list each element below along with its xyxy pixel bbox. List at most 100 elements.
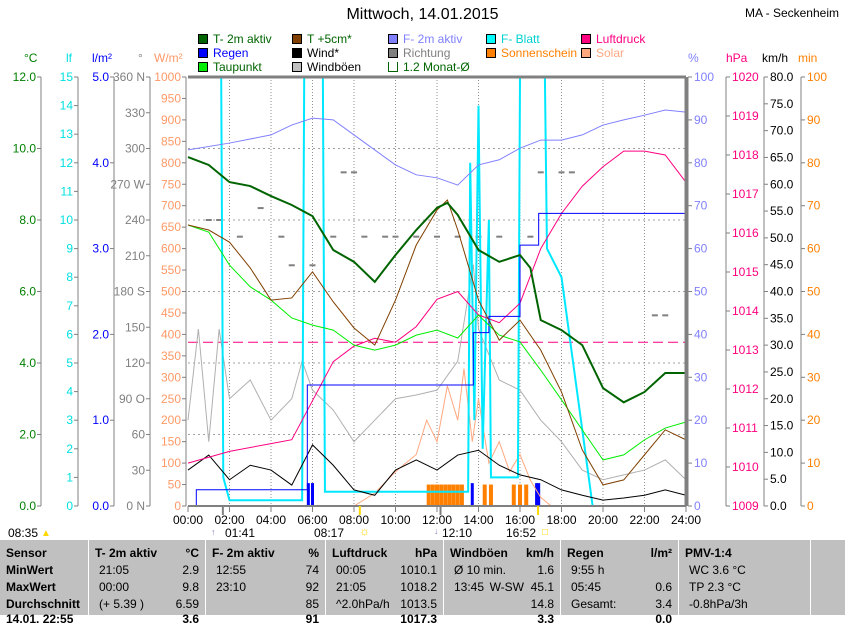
axis-tick-label: 180 S: [114, 285, 145, 299]
direction-point: [537, 171, 544, 174]
axis-tick-label: 250: [161, 392, 181, 406]
axis-tick-label: 50.0: [770, 231, 794, 245]
direction-point: [278, 235, 285, 238]
axis-tick-label: 50: [807, 285, 821, 299]
column-title: T- 2m aktiv: [95, 546, 158, 560]
cell-right: 92: [305, 580, 319, 594]
legend-label: F- Blatt: [501, 32, 540, 46]
axis-tick-label: 850: [161, 134, 181, 148]
cell-right: 1013.5: [400, 597, 437, 611]
column-title: F- 2m aktiv: [212, 546, 275, 560]
direction-point: [288, 264, 295, 267]
sunshine-bar: [482, 484, 487, 506]
sunrise-icon: ☼: [359, 524, 370, 538]
axis-tick-label: 10: [60, 213, 74, 227]
legend-swatch: [198, 34, 208, 44]
legend-item: Wind*: [292, 46, 339, 60]
cell-right: 6.59: [175, 597, 199, 611]
axis-tick-label: 90: [694, 113, 708, 127]
axis-tick-label: 100: [694, 70, 714, 84]
axis-tick-label: 9: [66, 242, 73, 256]
legend-label: Windböen: [307, 60, 362, 74]
moonrise-icon: ↑: [211, 527, 216, 537]
direction-point: [434, 235, 440, 238]
axis-tick-label: 100: [161, 456, 181, 470]
axis-tick-label: 150: [161, 435, 181, 449]
axis-tick-label: 30: [132, 463, 146, 477]
axis-tick-label: 100: [807, 70, 827, 84]
row-label: 14.01. 22:55: [6, 612, 74, 626]
axis-tick-label: 40: [694, 327, 708, 341]
axis-tick-label: 1012: [732, 382, 759, 396]
axis-tick-label: 1015: [732, 265, 759, 279]
sunshine-bar: [451, 484, 456, 506]
chart-title: Mittwoch, 14.01.2015: [346, 6, 499, 23]
cell-left: TP 2.3 °C: [689, 580, 741, 594]
legend-swatch: [292, 34, 302, 44]
x-tick-label: 24:00: [671, 513, 701, 527]
sunshine-bar: [426, 484, 431, 506]
direction-point: [257, 207, 264, 210]
legend-item: Richtung: [388, 46, 450, 60]
direction-point: [205, 219, 212, 221]
legend-item: Windböen: [292, 60, 361, 74]
legend-swatch: [292, 62, 302, 72]
legend-label: Richtung: [403, 46, 451, 60]
axis-tick-label: 10.0: [13, 142, 37, 156]
axis-tick-label: 70: [694, 199, 708, 213]
legend-item: Taupunkt: [198, 60, 262, 74]
axis-tick-label: 60: [694, 242, 708, 256]
direction-point: [309, 264, 316, 267]
axis-tick-label: 1011: [732, 421, 758, 435]
sunshine-bar: [430, 484, 435, 506]
stats-table: Sensor MinWert MaxWert Durchschnitt 14.01. 2…: [0, 540, 845, 626]
x-tick-label: 14:00: [463, 513, 493, 527]
rain-bar: [470, 483, 474, 506]
sunshine-bar: [488, 484, 493, 506]
axis-tick-label: 55.0: [770, 204, 794, 218]
column-title: Windböen: [450, 546, 508, 560]
axis-tick-label: 8.0: [19, 213, 36, 227]
legend-label: Luftdruck: [596, 32, 646, 46]
axis-tick-label: 350: [161, 349, 181, 363]
sunshine-bar: [455, 484, 460, 506]
cell-left: 00:05: [336, 563, 367, 577]
axis-tick-label: 13: [60, 127, 74, 141]
axis-tick-label: 1.0: [92, 413, 109, 427]
axis-tick-label: 0.0: [92, 499, 109, 513]
axis-tick-label: 11: [61, 184, 74, 198]
axis-tick-label: 650: [161, 220, 181, 234]
x-tick-label: 20:00: [588, 513, 618, 527]
series-wind-: [187, 444, 687, 501]
axis-tick-label: 150: [125, 320, 145, 334]
axis-tick-label: 10: [694, 456, 708, 470]
column-unit: km/h: [525, 546, 554, 560]
axis-tick-label: 6: [66, 327, 73, 341]
cell-left: (+ 5.39 ): [99, 597, 145, 611]
x-tick-label: 22:00: [629, 513, 659, 527]
cell-left: -0.8hPa/3h: [689, 597, 748, 611]
axis-tick-label: 2.0: [92, 327, 109, 341]
series-f-2m-aktiv: [187, 109, 687, 186]
axis-tick-label: 75.0: [770, 97, 794, 111]
cell-left: 12:55: [216, 563, 247, 577]
cell-left: 00:00: [99, 580, 130, 594]
axis-tick-label: 40: [807, 327, 821, 341]
axis-tick-label: 14: [60, 99, 74, 113]
sunshine-bar: [524, 484, 529, 506]
axis-tick-label: 240: [125, 213, 145, 227]
cell-right: 0.6: [655, 580, 672, 594]
x-tick-label: 02:00: [214, 513, 244, 527]
sunshine-bar: [447, 484, 452, 506]
axis-tick-label: 12: [60, 156, 74, 170]
row-label: Sensor: [6, 546, 47, 560]
axis-tick-label: 800: [161, 156, 181, 170]
sunset-icon: □: [542, 527, 549, 538]
stats-column-empty: [810, 540, 845, 615]
legend-swatch: [581, 48, 591, 58]
legend-swatch: [198, 62, 208, 72]
axis-tick-label: 90: [807, 113, 821, 127]
day-length: 08:35: [8, 526, 39, 540]
axis-tick-label: 5: [66, 356, 73, 370]
row-label: MaxWert: [6, 580, 56, 594]
